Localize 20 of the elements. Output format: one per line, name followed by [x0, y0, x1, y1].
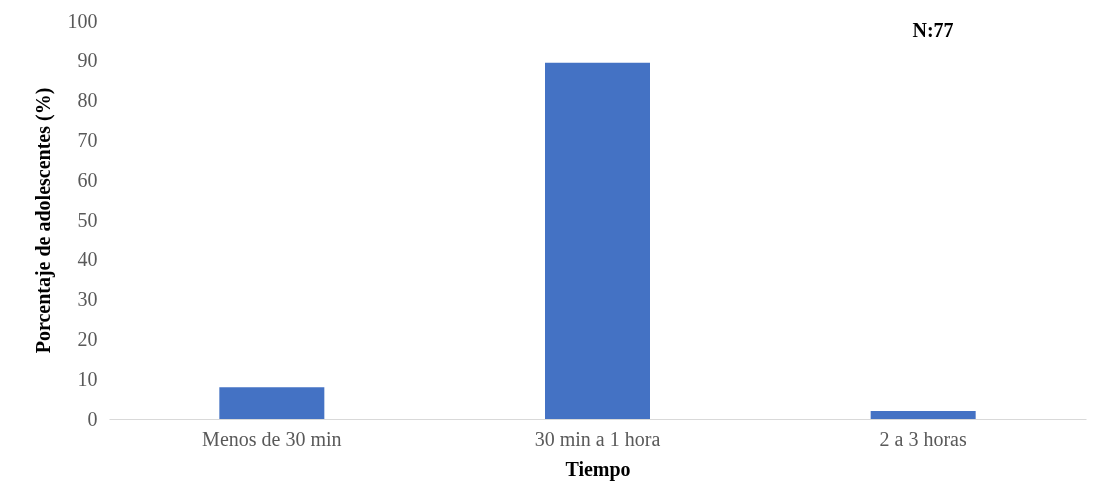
bar	[219, 387, 325, 419]
x-tick-label: 30 min a 1 hora	[534, 427, 661, 450]
bar	[545, 62, 650, 419]
annotation: N:77	[912, 19, 954, 41]
y-tick-label: 10	[77, 367, 98, 390]
y-tick-label: 50	[77, 208, 98, 231]
y-tick-label: 90	[77, 49, 98, 72]
y-tick-label: 100	[67, 9, 98, 32]
y-tick-label: 40	[77, 248, 98, 271]
y-tick-label: 80	[77, 89, 98, 112]
y-tick-label: 70	[77, 128, 98, 151]
bar	[870, 411, 976, 419]
x-tick-label: 2 a 3 horas	[879, 427, 967, 450]
y-tick-label: 60	[77, 168, 98, 191]
y-tick-label: 30	[77, 288, 98, 311]
y-tick-label: 0	[87, 407, 98, 430]
y-tick-label: 20	[77, 327, 98, 350]
x-tick-label: Menos de 30 min	[202, 427, 342, 450]
y-axis-title: Porcentaje de adolescentes (%)	[31, 87, 55, 354]
x-axis-title: Tiempo	[565, 457, 631, 481]
